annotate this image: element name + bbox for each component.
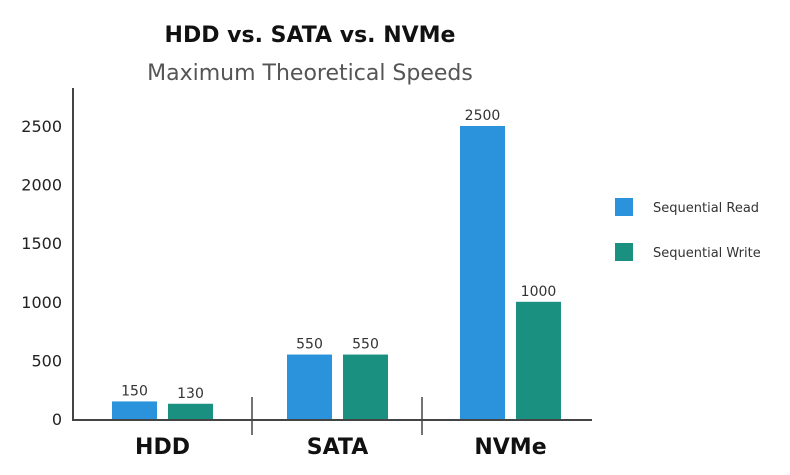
chart-title: HDD vs. SATA vs. NVMe <box>165 23 456 48</box>
bar-sequential-write <box>516 301 561 419</box>
data-label: 550 <box>352 337 379 353</box>
bar-sequential-read <box>287 354 332 419</box>
bar-sequential-write <box>343 354 388 419</box>
y-tick-label: 1500 <box>21 234 62 253</box>
x-category-label: NVMe <box>474 435 546 460</box>
y-tick-label: 500 <box>31 351 62 370</box>
y-tick-label: 2000 <box>21 176 62 195</box>
y-tick-label: 1000 <box>21 293 62 312</box>
legend-swatch <box>615 243 633 261</box>
data-label: 130 <box>177 386 204 402</box>
bar-sequential-write <box>168 403 213 419</box>
data-label: 150 <box>121 383 148 399</box>
data-label: 550 <box>296 337 323 353</box>
data-label: 2500 <box>465 108 501 124</box>
x-category-label: SATA <box>307 435 369 460</box>
bar-sequential-read <box>460 126 505 419</box>
x-category-label: HDD <box>135 435 190 460</box>
chart-subtitle: Maximum Theoretical Speeds <box>147 61 473 86</box>
legend-swatch <box>615 198 633 216</box>
y-tick-label: 2500 <box>21 117 62 136</box>
bar-sequential-read <box>112 401 157 419</box>
legend-label: Sequential Write <box>653 246 761 261</box>
legend-label: Sequential Read <box>653 201 759 216</box>
y-tick-label: 0 <box>52 410 62 429</box>
data-label: 1000 <box>521 284 557 300</box>
